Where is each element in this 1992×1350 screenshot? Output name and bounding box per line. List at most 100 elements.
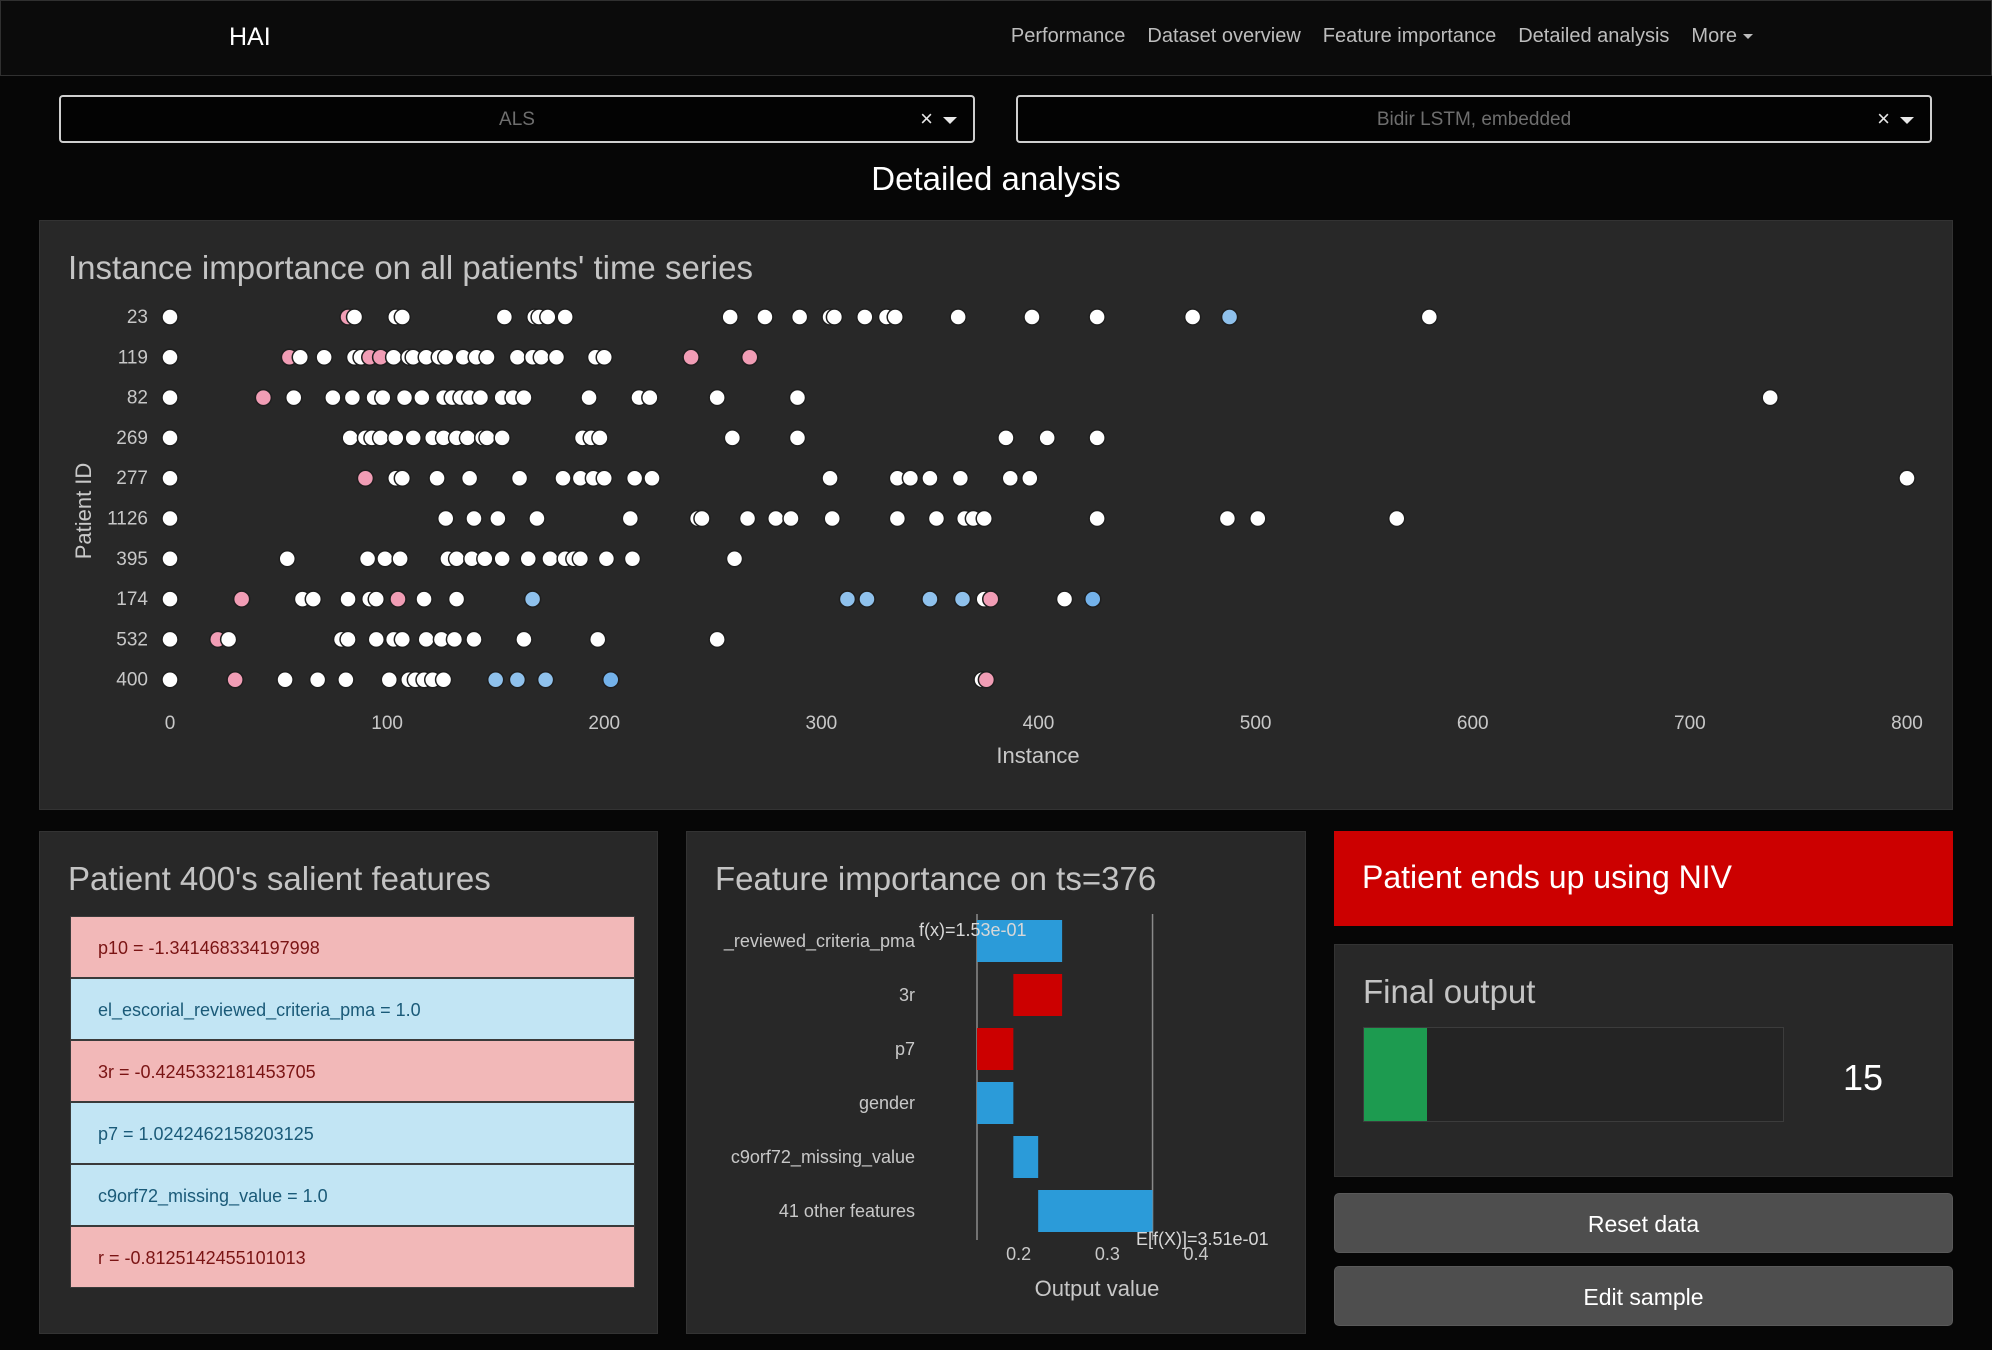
x-tick-label: 400 xyxy=(1023,713,1055,734)
data-point xyxy=(161,670,179,689)
x-tick-label: 300 xyxy=(806,713,838,734)
data-point xyxy=(489,509,507,528)
data-point xyxy=(1898,469,1916,487)
data-point xyxy=(623,550,642,568)
data-point xyxy=(471,388,490,407)
data-point xyxy=(602,670,620,689)
data-point xyxy=(447,550,466,568)
data-point xyxy=(515,388,533,407)
feature-label: 3r xyxy=(899,985,915,1005)
nav-link-performance[interactable]: Performance xyxy=(1010,25,1126,47)
data-point xyxy=(556,308,574,326)
data-point xyxy=(541,550,559,568)
data-point xyxy=(708,388,726,407)
data-point xyxy=(595,469,613,487)
data-point xyxy=(1183,308,1202,326)
data-point xyxy=(682,348,700,367)
y-tick-label: 1126 xyxy=(107,509,148,530)
data-point xyxy=(460,469,479,487)
data-point xyxy=(519,550,538,568)
data-point xyxy=(508,670,527,689)
data-point xyxy=(539,308,557,326)
data-point xyxy=(465,509,483,528)
data-point xyxy=(345,308,364,326)
data-point xyxy=(641,388,659,407)
data-point xyxy=(254,388,273,407)
x-tick-label: 200 xyxy=(588,713,620,734)
nav-more-dropdown[interactable]: More xyxy=(1691,25,1753,48)
model-select[interactable]: Bidir LSTM, embedded × xyxy=(1016,95,1932,143)
data-point xyxy=(595,348,613,367)
data-point xyxy=(478,429,496,447)
data-point xyxy=(367,590,386,608)
data-point xyxy=(547,348,566,367)
data-point xyxy=(953,590,972,608)
waterfall-bar xyxy=(977,1082,1014,1124)
model-clear-icon[interactable]: × xyxy=(1877,106,1890,131)
feature-importance-chart[interactable]: _reviewed_criteria_pma 3r p7 gender c9orf72_… xyxy=(687,832,1305,1333)
data-point xyxy=(951,469,970,487)
waterfall-bar xyxy=(977,920,1063,962)
y-tick-label: 277 xyxy=(116,468,148,489)
list-item: p7 = 1.0242462158203125 xyxy=(70,1102,635,1164)
outcome-banner: Patient ends up using NIV xyxy=(1334,831,1953,926)
nav-link-dataset-overview[interactable]: Dataset overview xyxy=(1147,25,1301,47)
data-point xyxy=(580,388,598,407)
data-point xyxy=(901,469,920,487)
edit-sample-button[interactable]: Edit sample xyxy=(1334,1266,1953,1326)
data-point xyxy=(495,308,514,326)
y-tick-label: 82 xyxy=(127,388,148,409)
data-point xyxy=(721,308,739,326)
data-point xyxy=(823,509,841,528)
data-point xyxy=(339,630,357,649)
data-point xyxy=(921,469,939,487)
data-point xyxy=(291,348,310,367)
data-point xyxy=(380,670,399,689)
data-point xyxy=(395,388,414,407)
dataset-select[interactable]: ALS × xyxy=(59,95,975,143)
data-point xyxy=(790,308,809,326)
data-point xyxy=(977,670,996,689)
data-point xyxy=(161,509,179,528)
data-point xyxy=(343,388,362,407)
data-point xyxy=(643,469,661,487)
data-point xyxy=(1001,469,1020,487)
x-tick-label: 0.4 xyxy=(1183,1244,1208,1264)
nav-link-detailed-analysis[interactable]: Detailed analysis xyxy=(1518,25,1670,47)
data-point xyxy=(856,308,874,326)
instance-importance-card: Instance importance on all patients' tim… xyxy=(39,220,1953,810)
data-point xyxy=(1038,429,1056,447)
data-point xyxy=(376,550,394,568)
list-item: r = -0.8125142455101013 xyxy=(70,1226,635,1288)
y-tick-label: 269 xyxy=(116,428,148,449)
brand-logo[interactable]: HAI xyxy=(229,23,271,51)
data-point xyxy=(888,509,907,528)
efx-label: E[f(X)]=3.51e-01 xyxy=(1136,1229,1269,1249)
data-point xyxy=(389,590,407,608)
reset-data-button[interactable]: Reset data xyxy=(1334,1193,1953,1253)
data-point xyxy=(415,590,433,608)
x-tick-label: 100 xyxy=(371,713,403,734)
data-point xyxy=(458,429,477,447)
list-item: c9orf72_missing_value = 1.0 xyxy=(70,1164,635,1226)
instance-importance-chart[interactable]: 23 119 82 269 277 1126 395 174 532 400 0 100 200 300 4… xyxy=(40,221,1952,809)
data-point xyxy=(278,550,296,568)
model-chevron-down-icon[interactable] xyxy=(1900,117,1914,124)
data-point xyxy=(161,348,179,367)
dataset-clear-icon[interactable]: × xyxy=(920,106,933,131)
waterfall-bar xyxy=(1013,1136,1039,1178)
data-point xyxy=(528,509,546,528)
waterfall-bar xyxy=(977,1028,1014,1070)
data-point xyxy=(276,670,294,689)
data-point xyxy=(219,630,238,649)
data-point xyxy=(1021,469,1039,487)
dataset-chevron-down-icon[interactable] xyxy=(943,117,957,124)
fx-label: f(x)=1.53e-01 xyxy=(919,920,1027,940)
data-point xyxy=(358,550,377,568)
data-point xyxy=(486,670,505,689)
nav-link-feature-importance[interactable]: Feature importance xyxy=(1322,25,1497,47)
dataset-select-value: ALS xyxy=(499,109,535,130)
data-point xyxy=(1388,509,1406,528)
data-point xyxy=(625,469,644,487)
data-point xyxy=(1088,308,1106,326)
